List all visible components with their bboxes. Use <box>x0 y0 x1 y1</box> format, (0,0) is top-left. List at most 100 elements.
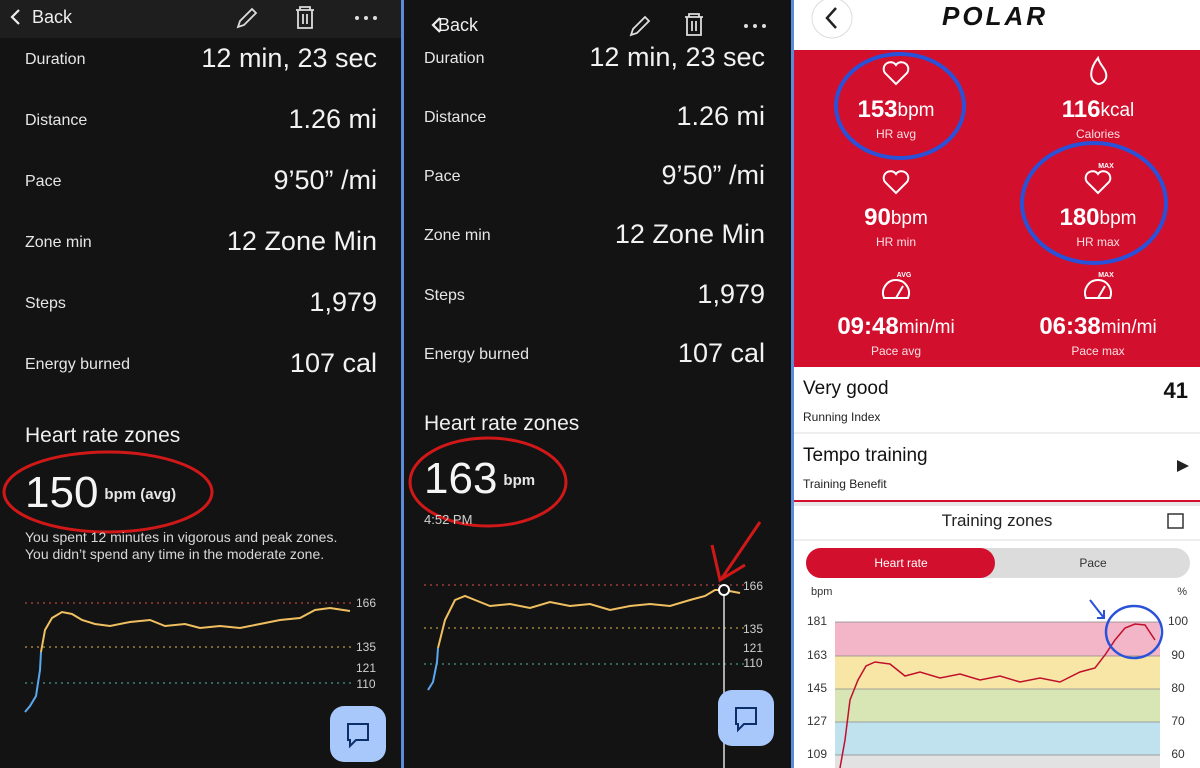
stat-value: 9’50” /mi <box>661 160 765 190</box>
right-tick: 100 <box>1168 614 1188 628</box>
chart-label: 135 <box>356 640 376 654</box>
stat-label: Distance <box>25 112 87 129</box>
chart-label: 110 <box>743 656 762 670</box>
assistant-button[interactable] <box>330 706 386 762</box>
hr-number: 150 <box>25 468 98 517</box>
hr-curve <box>40 606 351 653</box>
hr-value: 163 bpm <box>424 454 535 503</box>
delete-icon[interactable] <box>685 13 703 36</box>
metric-number: 06:38 <box>1039 313 1100 340</box>
row-title[interactable]: Very good <box>803 378 889 399</box>
panel-bg <box>404 0 791 768</box>
right-tick: 90 <box>1171 648 1185 662</box>
summary-bg <box>794 50 1200 367</box>
metric-number: 180 <box>1059 204 1099 231</box>
back-label: Back <box>438 15 479 35</box>
zone-lines <box>835 621 1160 756</box>
assistant-button[interactable] <box>718 690 774 746</box>
section-title: Heart rate zones <box>25 424 180 447</box>
right-tick: 90 <box>1171 648 1185 662</box>
more-icon[interactable] <box>744 24 766 28</box>
chart-label: 121 <box>743 641 763 655</box>
stat-value: 1,979 <box>309 287 377 317</box>
section-title: Heart rate zones <box>424 412 579 435</box>
stat-value: 12 min, 23 sec <box>589 42 765 72</box>
left-tick: 109 <box>807 747 827 761</box>
stat-value: 1,979 <box>309 287 377 317</box>
row-subtitle: Running Index <box>803 410 880 424</box>
row-subtitle: Training Benefit <box>803 477 887 491</box>
right-tick: 70 <box>1171 714 1185 728</box>
delete-icon[interactable] <box>296 6 314 29</box>
metric-value: 90bpm <box>864 204 928 231</box>
stat-value: 12 min, 23 sec <box>589 42 765 72</box>
back-label[interactable]: Back <box>32 7 73 27</box>
more-icon[interactable] <box>355 16 377 20</box>
tab-label[interactable]: Heart rate <box>874 556 928 570</box>
stat-label: Distance <box>25 112 87 129</box>
zone-band <box>835 722 1160 755</box>
row-title[interactable]: Tempo training <box>803 445 928 466</box>
metric-unit: kcal <box>1100 100 1134 121</box>
metric-value: 180bpm <box>1059 204 1136 231</box>
divider <box>401 0 404 768</box>
stat-value: 9’50” /mi <box>273 165 377 195</box>
stat-label: Energy burned <box>424 346 529 363</box>
left-tick: 163 <box>807 648 827 662</box>
cursor-dot <box>718 584 730 596</box>
stat-value: 12 Zone Min <box>227 226 377 256</box>
section-title: Heart rate zones <box>25 424 180 447</box>
metric-label: HR max <box>1076 235 1119 249</box>
tab-selected[interactable] <box>806 548 995 578</box>
stat-value: 1,979 <box>697 279 765 309</box>
metric-label: Calories <box>1076 127 1120 141</box>
back-chevron[interactable] <box>10 9 20 25</box>
right-tick: 100 <box>1168 614 1188 628</box>
metric-label: HR min <box>876 235 916 249</box>
chart-label: 121 <box>356 661 376 675</box>
row-subtitle: Running Index <box>803 410 880 424</box>
hr-time: 4:52 PM <box>424 512 472 527</box>
metric-badge: MAX <box>1098 163 1114 170</box>
chart-label: 121 <box>356 661 376 675</box>
stat-label: Energy burned <box>424 346 529 363</box>
metric-label: HR avg <box>876 127 916 141</box>
stat-label: Zone min <box>25 234 92 251</box>
stat-value: 12 min, 23 sec <box>201 43 377 73</box>
chart-label: 166 <box>743 579 763 593</box>
row-divider <box>794 500 1200 502</box>
chart-label: 110 <box>356 677 375 691</box>
stat-label: Pace <box>25 173 62 190</box>
metric-label: Calories <box>1076 127 1120 141</box>
back-chevron[interactable] <box>431 17 441 33</box>
info-icon[interactable] <box>1167 513 1184 529</box>
hr-value: 150 bpm (avg) <box>25 468 176 517</box>
row-arrow[interactable] <box>1177 460 1189 472</box>
row-title: Tempo training <box>803 445 928 466</box>
annotation-circle <box>1104 604 1164 660</box>
back-button[interactable] <box>811 0 853 39</box>
stat-value: 9’50” /mi <box>273 165 377 195</box>
stat-value: 1.26 mi <box>676 101 765 131</box>
back-label[interactable]: Back <box>438 15 479 35</box>
edit-icon[interactable] <box>629 15 651 37</box>
metric-icons <box>882 55 1112 299</box>
left-tick: 181 <box>807 614 827 628</box>
tab-label[interactable]: Pace <box>1079 556 1107 570</box>
row-subtitle: Training Benefit <box>803 477 887 491</box>
back-chevron <box>825 7 837 29</box>
edit-icon[interactable] <box>236 7 258 29</box>
annotation-arrow <box>710 521 762 583</box>
metric-label: HR avg <box>876 127 916 141</box>
metric-unit: min/mi <box>1101 317 1157 338</box>
stat-value: 107 cal <box>678 338 765 368</box>
metric-label: Pace max <box>1071 344 1124 358</box>
metric-value: 06:38min/mi <box>1039 313 1156 340</box>
gap <box>794 502 1200 506</box>
metric-label: Pace max <box>1071 344 1124 358</box>
stat-value: 12 Zone Min <box>615 219 765 249</box>
tab-label: Heart rate <box>874 556 928 570</box>
left-tick: 145 <box>807 681 827 695</box>
back-label: Back <box>32 7 73 27</box>
chart-label: 110 <box>356 677 375 691</box>
